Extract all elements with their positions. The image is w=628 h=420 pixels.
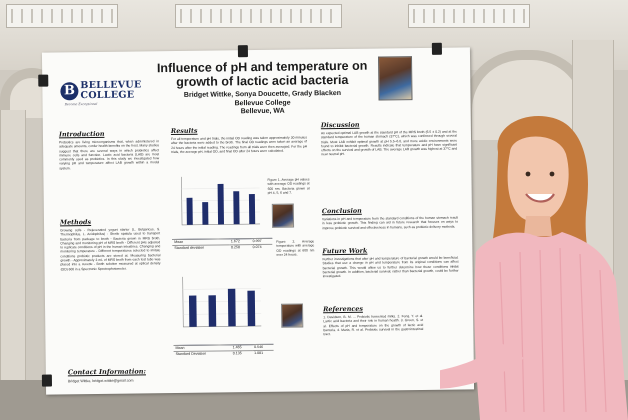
research-poster: B BELLEVUE COLLEGE Become Exceptional In… bbox=[38, 42, 475, 395]
chart-bar bbox=[208, 295, 217, 327]
upper-window bbox=[175, 4, 342, 28]
figure-2-caption: Figure 2. Average temperature with avera… bbox=[276, 239, 315, 257]
chart-gridline bbox=[182, 288, 261, 290]
discussion-text: An expected optimal LAB growth at the st… bbox=[320, 129, 458, 157]
stats-table-ph: Mean 1.672 0.997 Standard deviation 0.258 0.… bbox=[172, 237, 273, 251]
methods-heading: Methods bbox=[59, 218, 92, 227]
results-text: For all temperature and pH trials, the i… bbox=[170, 135, 308, 154]
eye bbox=[549, 171, 555, 177]
college-logo: B BELLEVUE COLLEGE Become Exceptional bbox=[60, 77, 142, 108]
eye bbox=[525, 171, 531, 177]
introduction-heading: Introduction bbox=[58, 129, 105, 139]
poster-title: Influence of pH and temperature on growt… bbox=[156, 58, 368, 89]
logo-mark: B bbox=[60, 82, 79, 101]
contact-heading: Contact Information: bbox=[67, 367, 147, 377]
table-cell: Standard Deviation bbox=[173, 350, 231, 357]
future-work-text: Further investigations that alter pH and… bbox=[322, 255, 459, 279]
references-text: 1. Davidson, B. M. ... Probiotic ferment… bbox=[323, 313, 424, 337]
references-heading: References bbox=[323, 304, 363, 314]
presenter bbox=[440, 116, 628, 420]
methods-text: Growing cells - Rejuvenated yogurt start… bbox=[60, 227, 161, 272]
chart-bar bbox=[217, 183, 225, 225]
upper-window bbox=[6, 4, 118, 28]
chart-bar bbox=[248, 194, 256, 225]
binder-clip bbox=[38, 74, 49, 87]
figure-photo bbox=[271, 203, 295, 228]
upper-window bbox=[408, 4, 530, 28]
chart-bar bbox=[247, 290, 256, 327]
table-cell: 0.258 bbox=[228, 244, 251, 250]
neck bbox=[524, 216, 552, 236]
chart-bar bbox=[202, 202, 209, 225]
table-cell: Standard deviation bbox=[172, 244, 229, 251]
table-cell: 0.135 bbox=[230, 350, 253, 356]
chart-bar bbox=[188, 295, 197, 327]
pillar bbox=[0, 110, 26, 380]
chart-bar bbox=[186, 197, 193, 225]
conclusion-heading: Conclusion bbox=[321, 206, 362, 216]
poster-authors: Bridget Wittke, Sonya Doucette, Grady Bl… bbox=[142, 89, 382, 118]
chart-bar bbox=[227, 288, 236, 327]
ph-bar-chart bbox=[181, 176, 261, 226]
shirt bbox=[474, 232, 628, 420]
figure-photo bbox=[281, 303, 304, 328]
binder-clip bbox=[41, 374, 53, 387]
header-photo bbox=[377, 56, 413, 101]
results-heading: Results bbox=[170, 126, 198, 136]
discussion-heading: Discussion bbox=[320, 120, 360, 130]
contact-email: Bridget Wittke, bridget.wittke@gmail.com bbox=[67, 378, 134, 384]
chart-bar bbox=[233, 191, 240, 225]
stats-table-temperature: Mean 1.465 0.546 Standard Deviation 0.135 1.… bbox=[173, 343, 274, 357]
figure-1-caption: Figure 1. Average pH values with average… bbox=[267, 177, 310, 195]
logo-wordmark: BELLEVUE COLLEGE bbox=[80, 79, 142, 102]
binder-clip bbox=[237, 45, 248, 58]
temperature-bar-chart bbox=[182, 276, 262, 328]
introduction-text: Probiotics are living microorganisms tha… bbox=[59, 139, 160, 171]
smile bbox=[525, 193, 555, 203]
logo-tagline: Become Exceptional bbox=[64, 101, 98, 107]
binder-clip bbox=[431, 42, 442, 55]
table-cell: 0.074 bbox=[250, 243, 273, 250]
table-cell: 1.081 bbox=[252, 349, 274, 356]
conclusion-text: Variations in pH and temperature from th… bbox=[321, 215, 459, 230]
future-work-heading: Future Work bbox=[322, 246, 368, 256]
face bbox=[507, 136, 569, 222]
shirt-stripes bbox=[499, 247, 607, 413]
arm bbox=[440, 342, 524, 389]
college-location: Bellevue, WA bbox=[240, 107, 285, 116]
